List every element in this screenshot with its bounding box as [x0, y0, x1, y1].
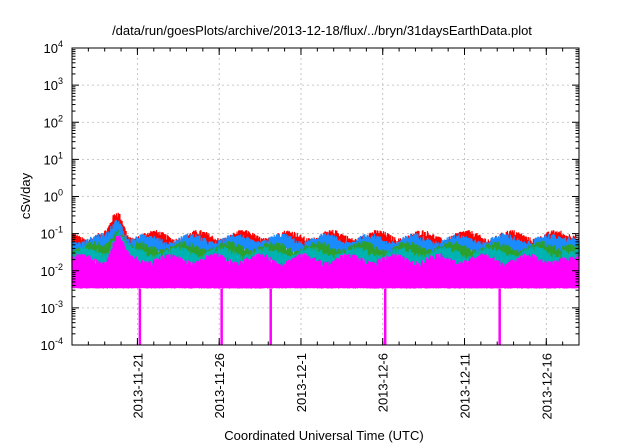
- y-tick-label: 102: [44, 113, 63, 130]
- x-tick-label: 2013-12-1: [294, 353, 309, 412]
- series-line: [71, 235, 580, 289]
- x-tick-label: 2013-12-16: [539, 353, 554, 420]
- y-tick-label: 10-4: [41, 336, 63, 353]
- x-tick-label: 2013-12-6: [376, 353, 391, 412]
- x-tick-label: 2013-11-26: [212, 353, 227, 419]
- y-tick-label: 10-1: [41, 225, 63, 242]
- x-tick-label: 2013-12-11: [458, 353, 473, 419]
- y-tick-label: 10-3: [41, 299, 63, 316]
- y-tick-label: 104: [44, 39, 63, 56]
- y-axis: 10-4 10-3 10-2 10-1 100 101 102 103 104: [41, 39, 579, 353]
- y-tick-label: 100: [44, 188, 63, 205]
- y-tick-label: 10-2: [41, 262, 63, 279]
- y-tick-label: 101: [44, 150, 63, 167]
- x-axis: 2013-11-21 2013-11-26 2013-12-1 2013-12-6 20…: [71, 48, 580, 420]
- series-layer: [71, 212, 580, 345]
- x-tick-label: 2013-11-21: [130, 353, 145, 419]
- y-axis-label: cSv/day: [18, 172, 33, 219]
- x-axis-label: Coordinated Universal Time (UTC): [224, 428, 423, 443]
- y-tick-label: 103: [44, 76, 63, 93]
- chart-title: /data/run/goesPlots/archive/2013-12-18/f…: [112, 23, 532, 38]
